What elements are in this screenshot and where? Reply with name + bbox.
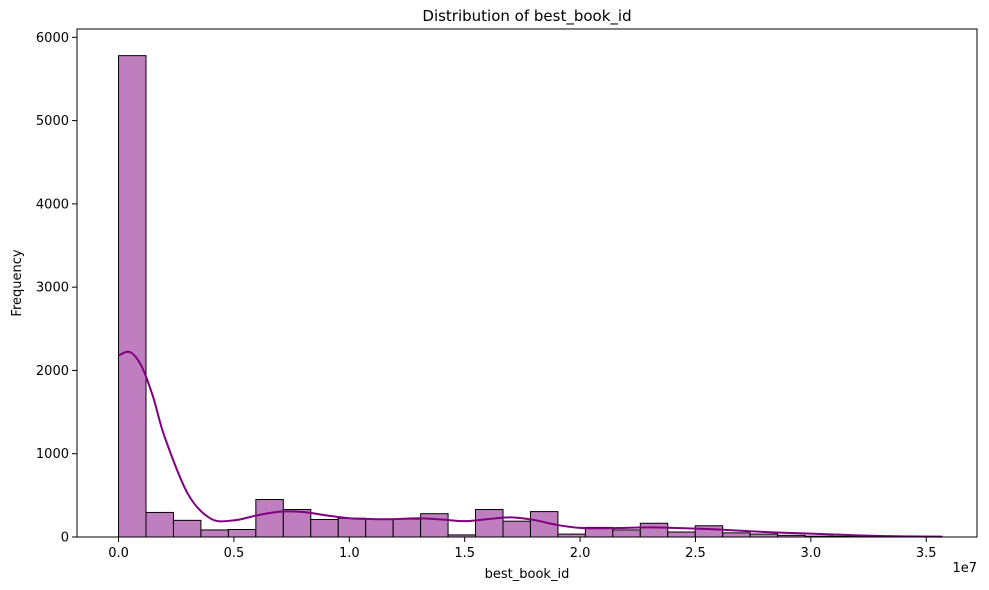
x-tick-label: 0.0 [108, 546, 129, 561]
x-tick-label: 0.5 [224, 546, 245, 561]
histogram-bar [200, 529, 229, 538]
x-tick-label: 3.5 [916, 546, 937, 561]
histogram-bar [639, 522, 669, 538]
y-tick-label: 2000 [36, 364, 69, 379]
y-tick-label: 5000 [36, 114, 69, 129]
histogram-bar [667, 531, 696, 538]
histogram-bar [694, 525, 724, 538]
histogram-bar [118, 55, 147, 538]
histogram-bar [612, 529, 641, 538]
histogram-bar [310, 519, 339, 538]
histogram-bar [365, 518, 394, 538]
x-tick-label: 2.5 [685, 546, 706, 561]
plot-frame [76, 28, 978, 538]
y-tick-label: 1000 [36, 447, 69, 462]
x-axis-offset-label: 1e7 [952, 561, 977, 576]
y-tick-label: 4000 [36, 197, 69, 212]
chart-title: Distribution of best_book_id [422, 7, 631, 26]
histogram-bar [172, 519, 202, 538]
histogram-bar [722, 532, 751, 538]
histogram-bar [502, 520, 531, 538]
kde-curve [118, 350, 943, 538]
histogram-bar [145, 511, 174, 538]
histogram-bars [118, 55, 943, 538]
x-tick-label: 2.0 [570, 546, 591, 561]
y-tick-label: 0 [61, 531, 69, 546]
histogram-bar [420, 513, 449, 538]
y-axis-label: Frequency [10, 249, 25, 316]
x-tick-label: 1.5 [454, 546, 475, 561]
histogram-bar [282, 509, 312, 538]
x-tick-label: 3.0 [801, 546, 822, 561]
x-tick-label: 1.0 [339, 546, 360, 561]
histogram-bar [227, 529, 257, 538]
histogram-bar [255, 499, 284, 538]
histogram-bar [392, 518, 422, 538]
y-axis-ticks: 0 1000 2000 3000 4000 5000 6000 [36, 31, 77, 546]
histogram-bar [475, 509, 504, 538]
x-axis-ticks: 0.0 0.5 1.0 1.5 2.0 2.5 3.0 3.5 [108, 537, 937, 561]
y-tick-label: 3000 [36, 281, 69, 296]
histogram-bar [337, 517, 367, 538]
y-tick-label: 6000 [36, 31, 69, 46]
x-axis-label: best_book_id [485, 567, 570, 582]
